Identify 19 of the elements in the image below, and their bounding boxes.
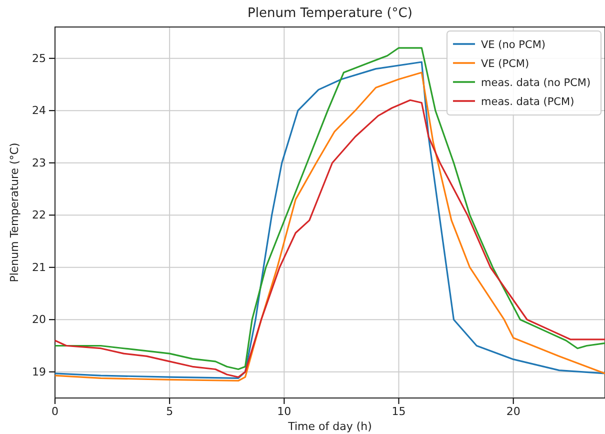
y-axis-title: Plenum Temperature (°C) bbox=[8, 142, 21, 282]
y-tick-label: 22 bbox=[32, 208, 46, 222]
x-tick-label: 20 bbox=[506, 404, 520, 418]
x-tick-label: 5 bbox=[166, 404, 174, 418]
x-tick-label: 10 bbox=[277, 404, 292, 418]
y-tick-label: 19 bbox=[32, 365, 46, 378]
y-tick-label: 24 bbox=[32, 104, 46, 118]
legend-label: VE (no PCM) bbox=[481, 39, 546, 51]
x-tick-label: 15 bbox=[392, 404, 406, 418]
legend-label: meas. data (no PCM) bbox=[481, 77, 591, 89]
y-tick-label: 20 bbox=[32, 313, 46, 326]
y-tick-label: 25 bbox=[32, 52, 46, 65]
x-tick-label: 0 bbox=[52, 404, 58, 418]
chart-title: Plenum Temperature (°C) bbox=[248, 6, 412, 21]
y-tick-label: 21 bbox=[32, 260, 46, 274]
x-axis-title: Time of day (h) bbox=[287, 420, 372, 433]
legend-label: meas. data (PCM) bbox=[481, 96, 574, 108]
legend-label: VE (PCM) bbox=[481, 58, 530, 70]
y-tick-label: 23 bbox=[32, 156, 46, 170]
